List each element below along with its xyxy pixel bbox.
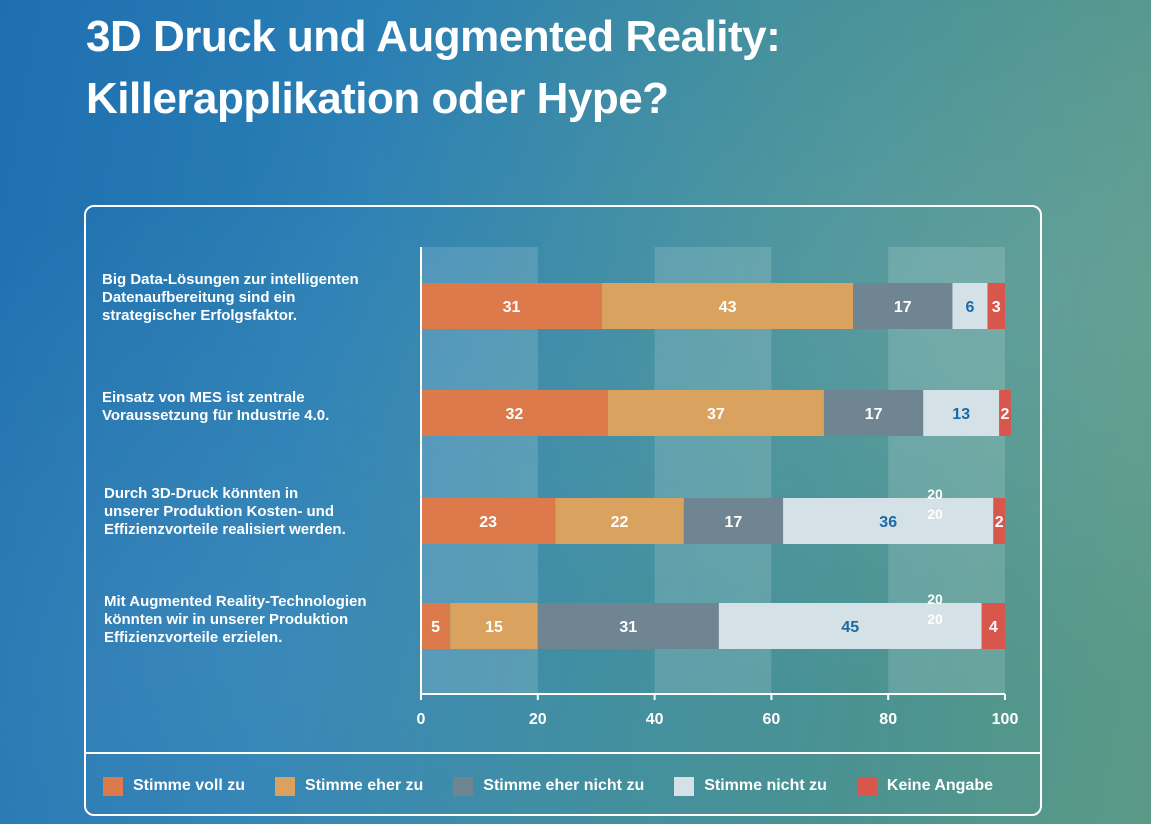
- legend-swatch-stimme-eher-zu: [275, 776, 296, 796]
- bar-keine-angabe-4: [981, 603, 1005, 649]
- legend-swatch-stimme-voll-zu: [103, 776, 123, 796]
- data-label-stimme-nicht-zu-1: 6: [966, 299, 975, 316]
- data-label-stimme-nicht-zu-4: 45: [841, 619, 859, 636]
- legend-divider: [86, 752, 1042, 754]
- legend-swatch-keine-angabe: [856, 776, 877, 796]
- data-label-stimme-eher-nicht-zu-3: 17: [725, 514, 743, 531]
- bar-stimme-nicht-zu-2: [923, 390, 1000, 436]
- question-label-2: Einsatz von MES ist zentrale Voraussetzu…: [102, 389, 330, 424]
- bar-stimme-eher-zu-3: [555, 498, 684, 544]
- data-label-stimme-eher-zu-2: 37: [707, 406, 725, 423]
- chart-panel: [84, 205, 1042, 816]
- legend-item-stimme-voll-zu: Stimme voll zu: [103, 776, 246, 796]
- data-label-stimme-eher-zu-3: 22: [611, 514, 629, 531]
- legend-swatch-stimme-eher-nicht-zu: [453, 776, 474, 796]
- x-tick-label-0: 0: [417, 711, 426, 728]
- page-title: 3D Druck und Augmented Reality: Killerap…: [86, 6, 781, 130]
- question-label-3: Durch 3D-Druck könnten in unserer Produk…: [104, 485, 346, 538]
- data-label-stimme-nicht-zu-3: 36: [879, 514, 897, 531]
- bar-stimme-eher-nicht-zu-3: [683, 498, 784, 544]
- question-label-4: Mit Augmented Reality-Technologien könnt…: [104, 593, 367, 646]
- bar-keine-angabe-3: [993, 498, 1005, 544]
- data-label-keine-angabe-2: 2: [1001, 406, 1010, 423]
- x-tick-label-40: 40: [646, 711, 664, 728]
- data-label-stimme-eher-nicht-zu-2: 17: [865, 406, 883, 423]
- bar-stimme-nicht-zu-4: [718, 603, 982, 649]
- data-label-stimme-eher-nicht-zu-1: 17: [894, 299, 912, 316]
- bar-stimme-eher-nicht-zu-1: [853, 283, 953, 329]
- legend-item-keine-angabe: Keine Angabe: [856, 776, 993, 796]
- stray-label-4-2: 20: [927, 611, 943, 627]
- bar-stimme-voll-zu-2: [421, 390, 608, 436]
- legend-item-stimme-nicht-zu: Stimme nicht zu: [674, 776, 827, 796]
- bar-stimme-nicht-zu-1: [952, 283, 988, 329]
- legend-label-stimme-eher-nicht-zu: Stimme eher nicht zu: [483, 777, 645, 794]
- stray-label-3-1: 20: [927, 486, 943, 502]
- title-line-2: Killerapplikation oder Hype?: [86, 74, 669, 123]
- bar-keine-angabe-1: [987, 283, 1005, 329]
- legend-item-stimme-eher-nicht-zu: Stimme eher nicht zu: [453, 776, 645, 796]
- bar-stimme-voll-zu-1: [421, 283, 603, 329]
- legend-label-stimme-voll-zu: Stimme voll zu: [133, 777, 246, 794]
- x-tick-label-80: 80: [879, 711, 897, 728]
- bar-stimme-eher-zu-1: [602, 283, 854, 329]
- data-label-stimme-eher-zu-1: 43: [719, 299, 737, 316]
- data-label-stimme-nicht-zu-2: 13: [952, 406, 970, 423]
- bar-stimme-voll-zu-4: [421, 603, 451, 649]
- bar-stimme-eher-nicht-zu-2: [823, 390, 924, 436]
- stray-label-3-2: 20: [927, 506, 943, 522]
- legend-label-stimme-eher-zu: Stimme eher zu: [305, 777, 424, 794]
- bar-stimme-nicht-zu-3: [783, 498, 994, 544]
- data-label-stimme-voll-zu-1: 31: [503, 299, 521, 316]
- bar-stimme-eher-zu-2: [607, 390, 824, 436]
- bar-stimme-eher-nicht-zu-4: [537, 603, 719, 649]
- bar-stimme-eher-zu-4: [450, 603, 538, 649]
- data-label-keine-angabe-3: 2: [995, 514, 1004, 531]
- legend-label-keine-angabe: Keine Angabe: [886, 777, 993, 794]
- legend-label-stimme-nicht-zu: Stimme nicht zu: [704, 777, 827, 794]
- bar-stimme-voll-zu-3: [421, 498, 556, 544]
- x-tick-label-20: 20: [529, 711, 547, 728]
- legend-swatch-stimme-nicht-zu: [674, 776, 695, 796]
- bar-keine-angabe-2: [999, 390, 1011, 436]
- data-label-stimme-voll-zu-4: 5: [431, 619, 440, 636]
- data-label-stimme-voll-zu-2: 32: [506, 406, 524, 423]
- data-label-keine-angabe-4: 4: [989, 619, 998, 636]
- data-label-stimme-voll-zu-3: 23: [479, 514, 497, 531]
- question-label-1: Big Data-Lösungen zur intelligenten Date…: [102, 271, 359, 324]
- legend: Stimme voll zu Stimme eher zu Stimme ehe…: [103, 773, 1023, 799]
- title-line-1: 3D Druck und Augmented Reality:: [86, 12, 781, 61]
- x-tick-label-60: 60: [763, 711, 781, 728]
- data-label-stimme-eher-zu-4: 15: [485, 619, 503, 636]
- data-label-stimme-eher-nicht-zu-4: 31: [619, 619, 637, 636]
- legend-item-stimme-eher-zu: Stimme eher zu: [275, 776, 424, 796]
- stray-label-4-1: 20: [927, 591, 943, 607]
- x-tick-label-100: 100: [992, 711, 1019, 728]
- data-label-keine-angabe-1: 3: [992, 299, 1001, 316]
